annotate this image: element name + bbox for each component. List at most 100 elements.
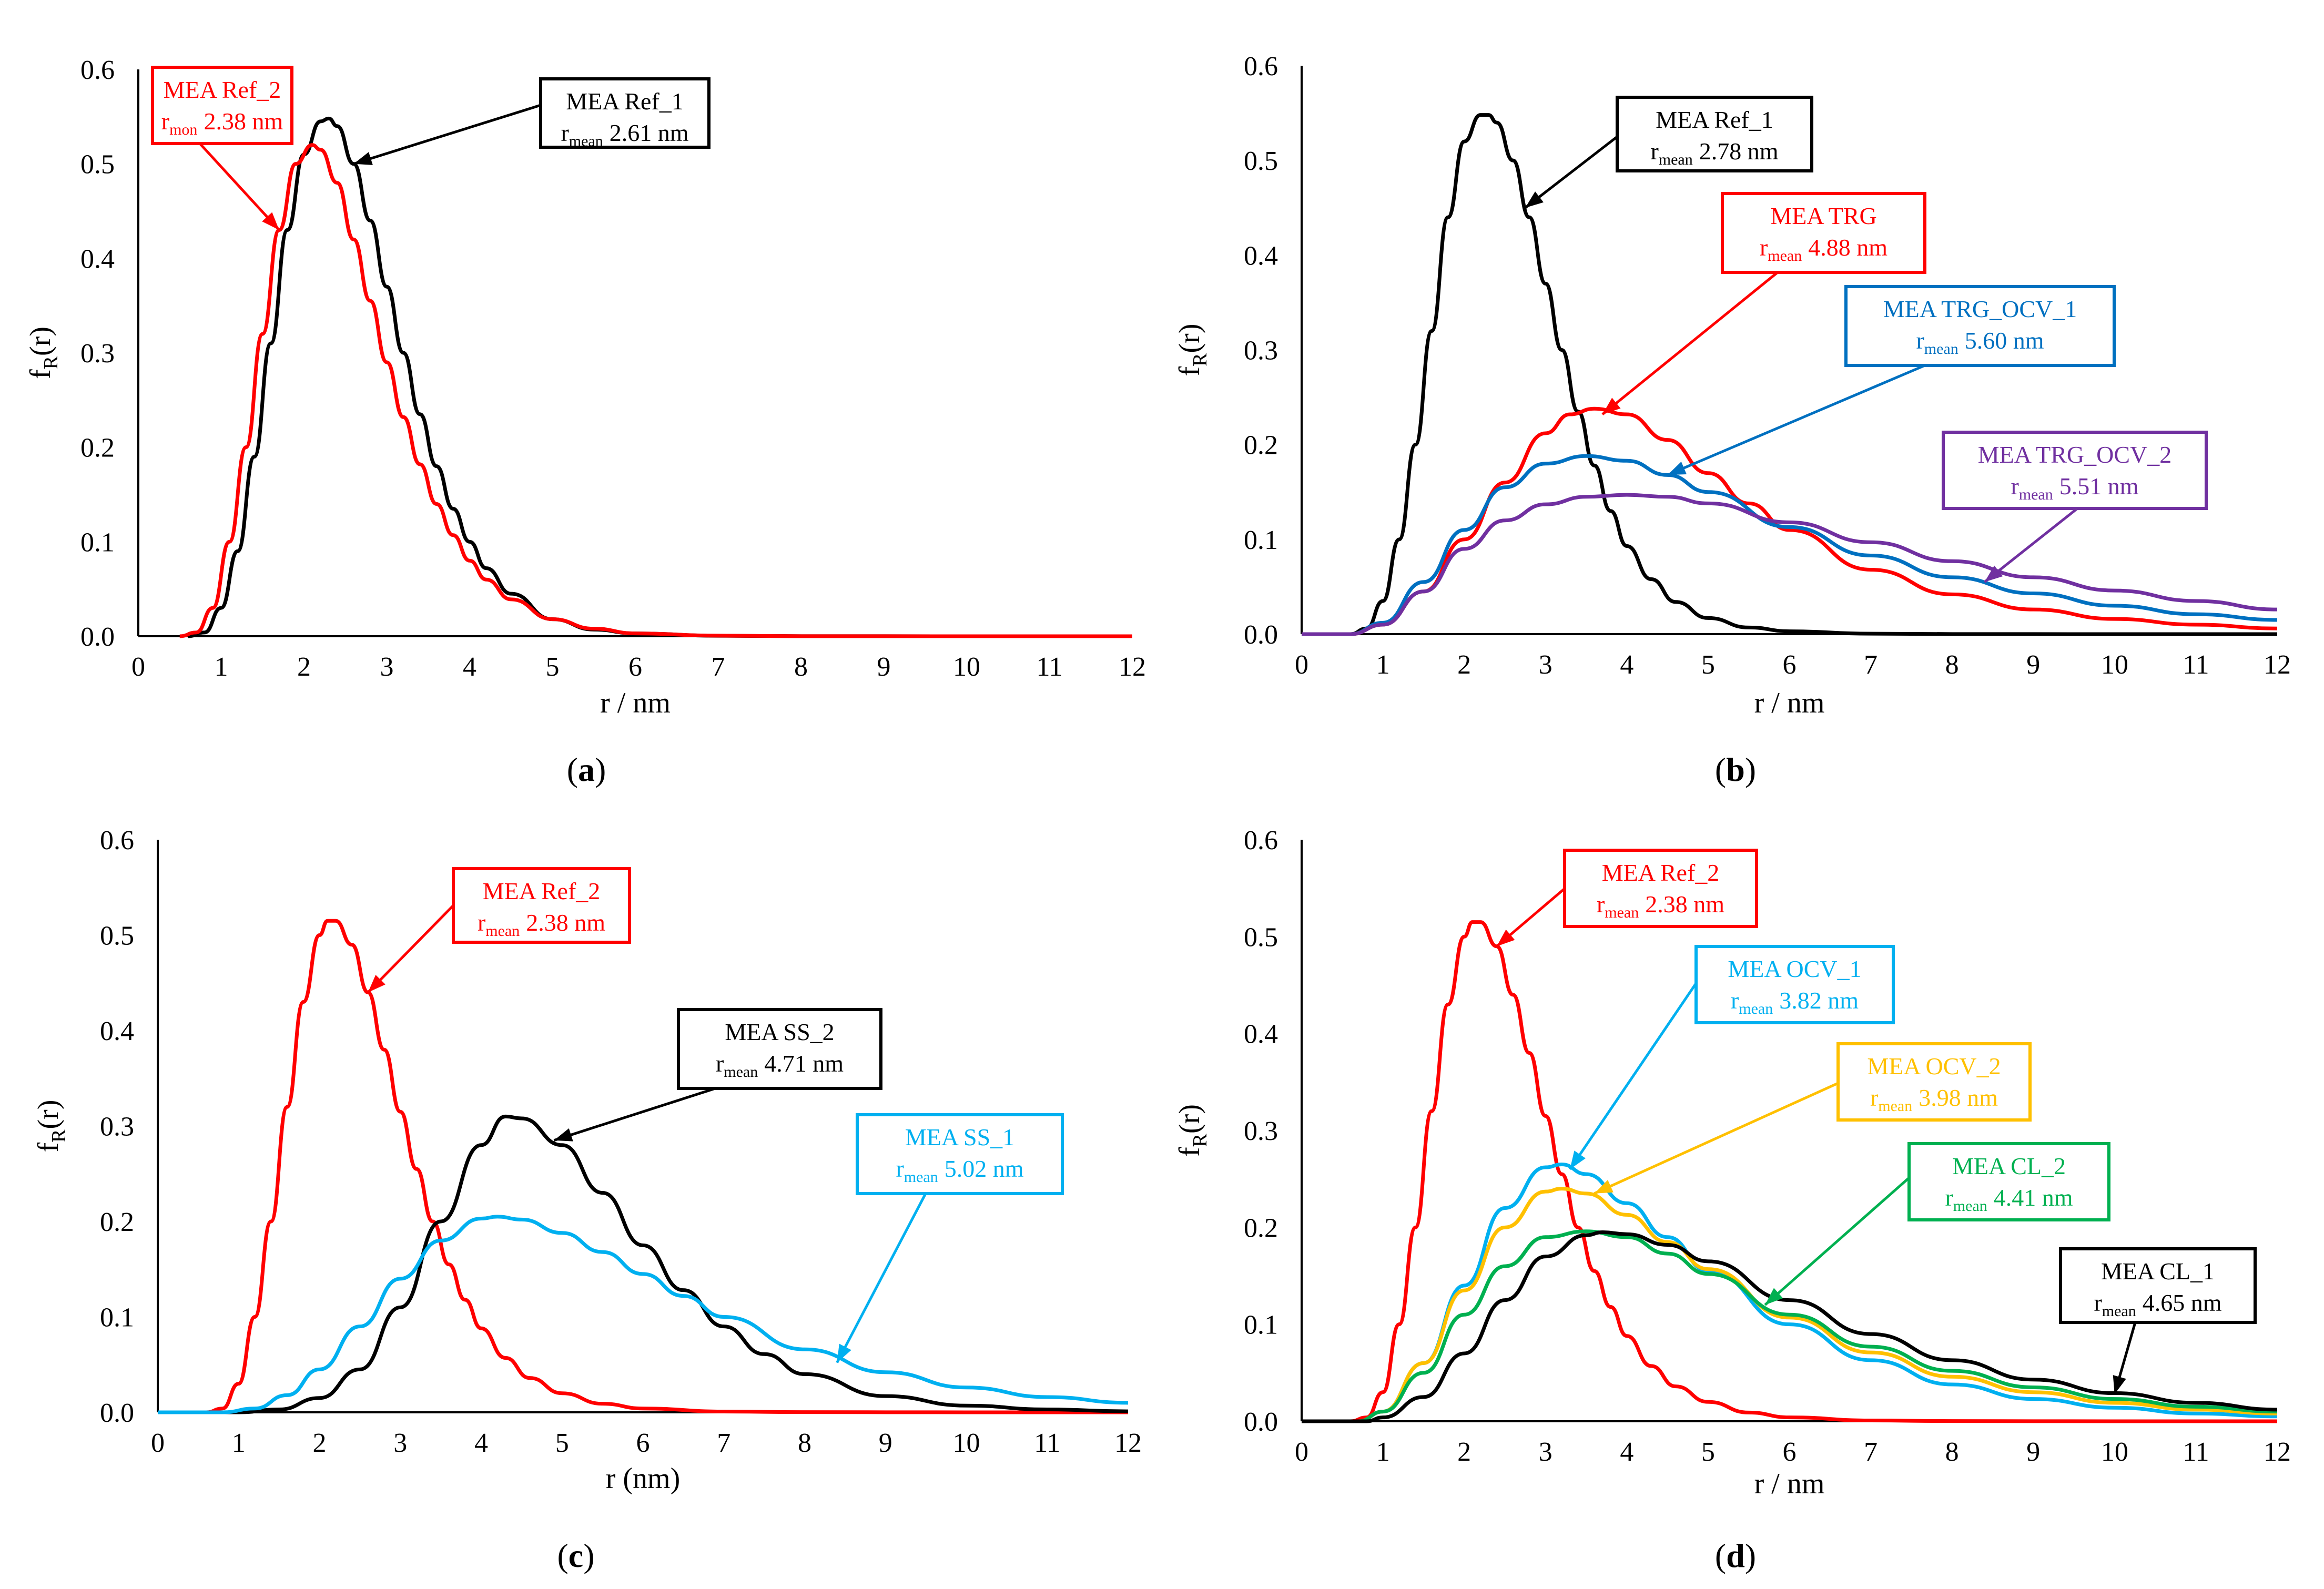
rmean-subscript: mean — [569, 133, 603, 150]
rmean-value: 4.88 nm — [1808, 234, 1887, 261]
x-tick-label: 10 — [953, 1428, 980, 1458]
series-line-mea-ref-1 — [1302, 113, 2277, 636]
annotation-box — [1907, 1142, 2110, 1221]
annotation-box — [151, 66, 293, 145]
x-tick-label: 4 — [463, 652, 476, 682]
annotation-box — [1616, 96, 1813, 172]
series-line-mea-trg — [1302, 406, 2278, 636]
x-tick-label: 8 — [1945, 650, 1959, 680]
series-line-mea-trg-ocv-1 — [1302, 454, 2278, 636]
y-tick-label: 0.6 — [80, 55, 115, 85]
annotation-rmean: rmean 4.41 nm — [1945, 1184, 2073, 1215]
x-tick-label: 8 — [798, 1428, 811, 1458]
x-tick-label: 8 — [794, 652, 808, 682]
y-tick-label: 0.5 — [1244, 146, 1278, 176]
series-line-mea-trg-ocv-2 — [1302, 493, 2278, 636]
x-tick-label: 2 — [313, 1428, 327, 1458]
rmean-symbol: r — [1916, 327, 1924, 354]
y-axis-label-main: f — [24, 369, 57, 379]
x-tick-label: 3 — [393, 1428, 407, 1458]
series-line-mea-cl-2 — [1302, 1229, 2278, 1423]
annotation-box — [1563, 849, 1758, 928]
y-tick-label: 0.1 — [80, 527, 115, 557]
arrow-head — [2113, 1375, 2126, 1394]
panel-caption: (a) — [567, 751, 606, 788]
rmean-symbol: r — [1597, 891, 1605, 918]
chart-panel-d: 0 1 2 3 4 5 6 7 8 9 10 11 120.00.10.20.30.40.50.6r /… — [1173, 826, 2291, 1574]
annotation-box — [677, 1008, 882, 1090]
x-tick-label: 0 — [131, 652, 145, 682]
x-tick-label: 6 — [628, 652, 642, 682]
rmean-symbol: r — [716, 1050, 724, 1077]
caption-letter: b — [1726, 751, 1745, 788]
x-tick-label: 4 — [1620, 650, 1633, 680]
x-tick-label: 12 — [1114, 1428, 1142, 1458]
x-tick-label: 11 — [1034, 1428, 1060, 1458]
annotation-box — [1844, 285, 2116, 367]
x-tick-label: 10 — [2101, 1437, 2128, 1467]
arrow-head — [1594, 1179, 1613, 1194]
annotation-rmean: rmean 4.65 nm — [2094, 1289, 2221, 1320]
arrow-head — [353, 152, 373, 165]
x-tick-label: 6 — [1783, 1437, 1797, 1467]
y-axis-label-sub: R — [40, 355, 62, 369]
y-tick-label: 0.2 — [80, 433, 115, 463]
rmean-subscript: mean — [1924, 340, 1958, 358]
caption-close-paren: ) — [583, 1537, 594, 1574]
y-tick-label: 0.2 — [1244, 1213, 1278, 1243]
x-tick-label: 10 — [2101, 650, 2128, 680]
x-tick-label: 0 — [1295, 650, 1308, 680]
x-tick-label: 9 — [2026, 1437, 2040, 1467]
annotation-arrow — [1569, 982, 1698, 1170]
caption-close-paren: ) — [595, 751, 606, 788]
x-tick-label: 11 — [2183, 1437, 2209, 1467]
arrow-head — [1525, 191, 1544, 208]
y-tick-label: 0.3 — [1244, 1116, 1278, 1146]
y-axis-label: fR(r) — [1173, 1104, 1211, 1157]
y-axis-label-main: f — [1173, 1147, 1206, 1157]
series-line-mea-ocv-2 — [1302, 1187, 2278, 1423]
annotation-box — [1942, 431, 2208, 510]
arrow-head — [368, 975, 385, 993]
caption-open-paren: ( — [557, 1537, 568, 1574]
y-axis-label-sub: R — [1189, 1133, 1211, 1147]
arrow-head — [262, 212, 279, 230]
rmean-value: 2.61 nm — [610, 119, 689, 146]
x-tick-label: 6 — [636, 1428, 650, 1458]
y-axis-label-main: f — [32, 1142, 65, 1152]
annotation-title: MEA Ref_2 — [483, 878, 601, 904]
annotation-box — [1694, 945, 1895, 1024]
rmean-value: 3.98 nm — [1919, 1084, 1998, 1111]
series-line-mea-ref-2 — [158, 919, 1128, 1414]
annotation-rmean: rmean 4.88 nm — [1760, 234, 1887, 264]
rmean-value: 3.82 nm — [1779, 987, 1859, 1014]
series-line-mea-ref-1 — [188, 116, 1133, 638]
y-axis-label-main: f — [1173, 366, 1206, 376]
y-axis-label-tail: (r) — [1173, 324, 1206, 353]
rmean-value: 2.38 nm — [1645, 891, 1724, 918]
rmean-symbol: r — [561, 119, 569, 146]
annotation-arrow — [1667, 364, 1925, 476]
annotation-rmean: rmean 5.02 nm — [896, 1155, 1023, 1186]
y-tick-label: 0.2 — [100, 1207, 134, 1237]
panel-caption: (b) — [1715, 751, 1756, 788]
arrow-head — [1667, 462, 1687, 475]
y-axis-label: fR(r) — [24, 327, 62, 379]
arrow-head — [1765, 1288, 1783, 1305]
x-tick-label: 4 — [474, 1428, 488, 1458]
caption-open-paren: ( — [1715, 1537, 1726, 1574]
x-tick-label: 9 — [2026, 650, 2040, 680]
x-tick-label: 5 — [546, 652, 560, 682]
rmean-value: 5.60 nm — [1965, 327, 2044, 354]
y-axis-label-sub: R — [1189, 353, 1211, 366]
annotation-box — [856, 1113, 1064, 1195]
panel-caption: (c) — [557, 1537, 594, 1574]
y-axis-label-sub: R — [48, 1129, 70, 1143]
